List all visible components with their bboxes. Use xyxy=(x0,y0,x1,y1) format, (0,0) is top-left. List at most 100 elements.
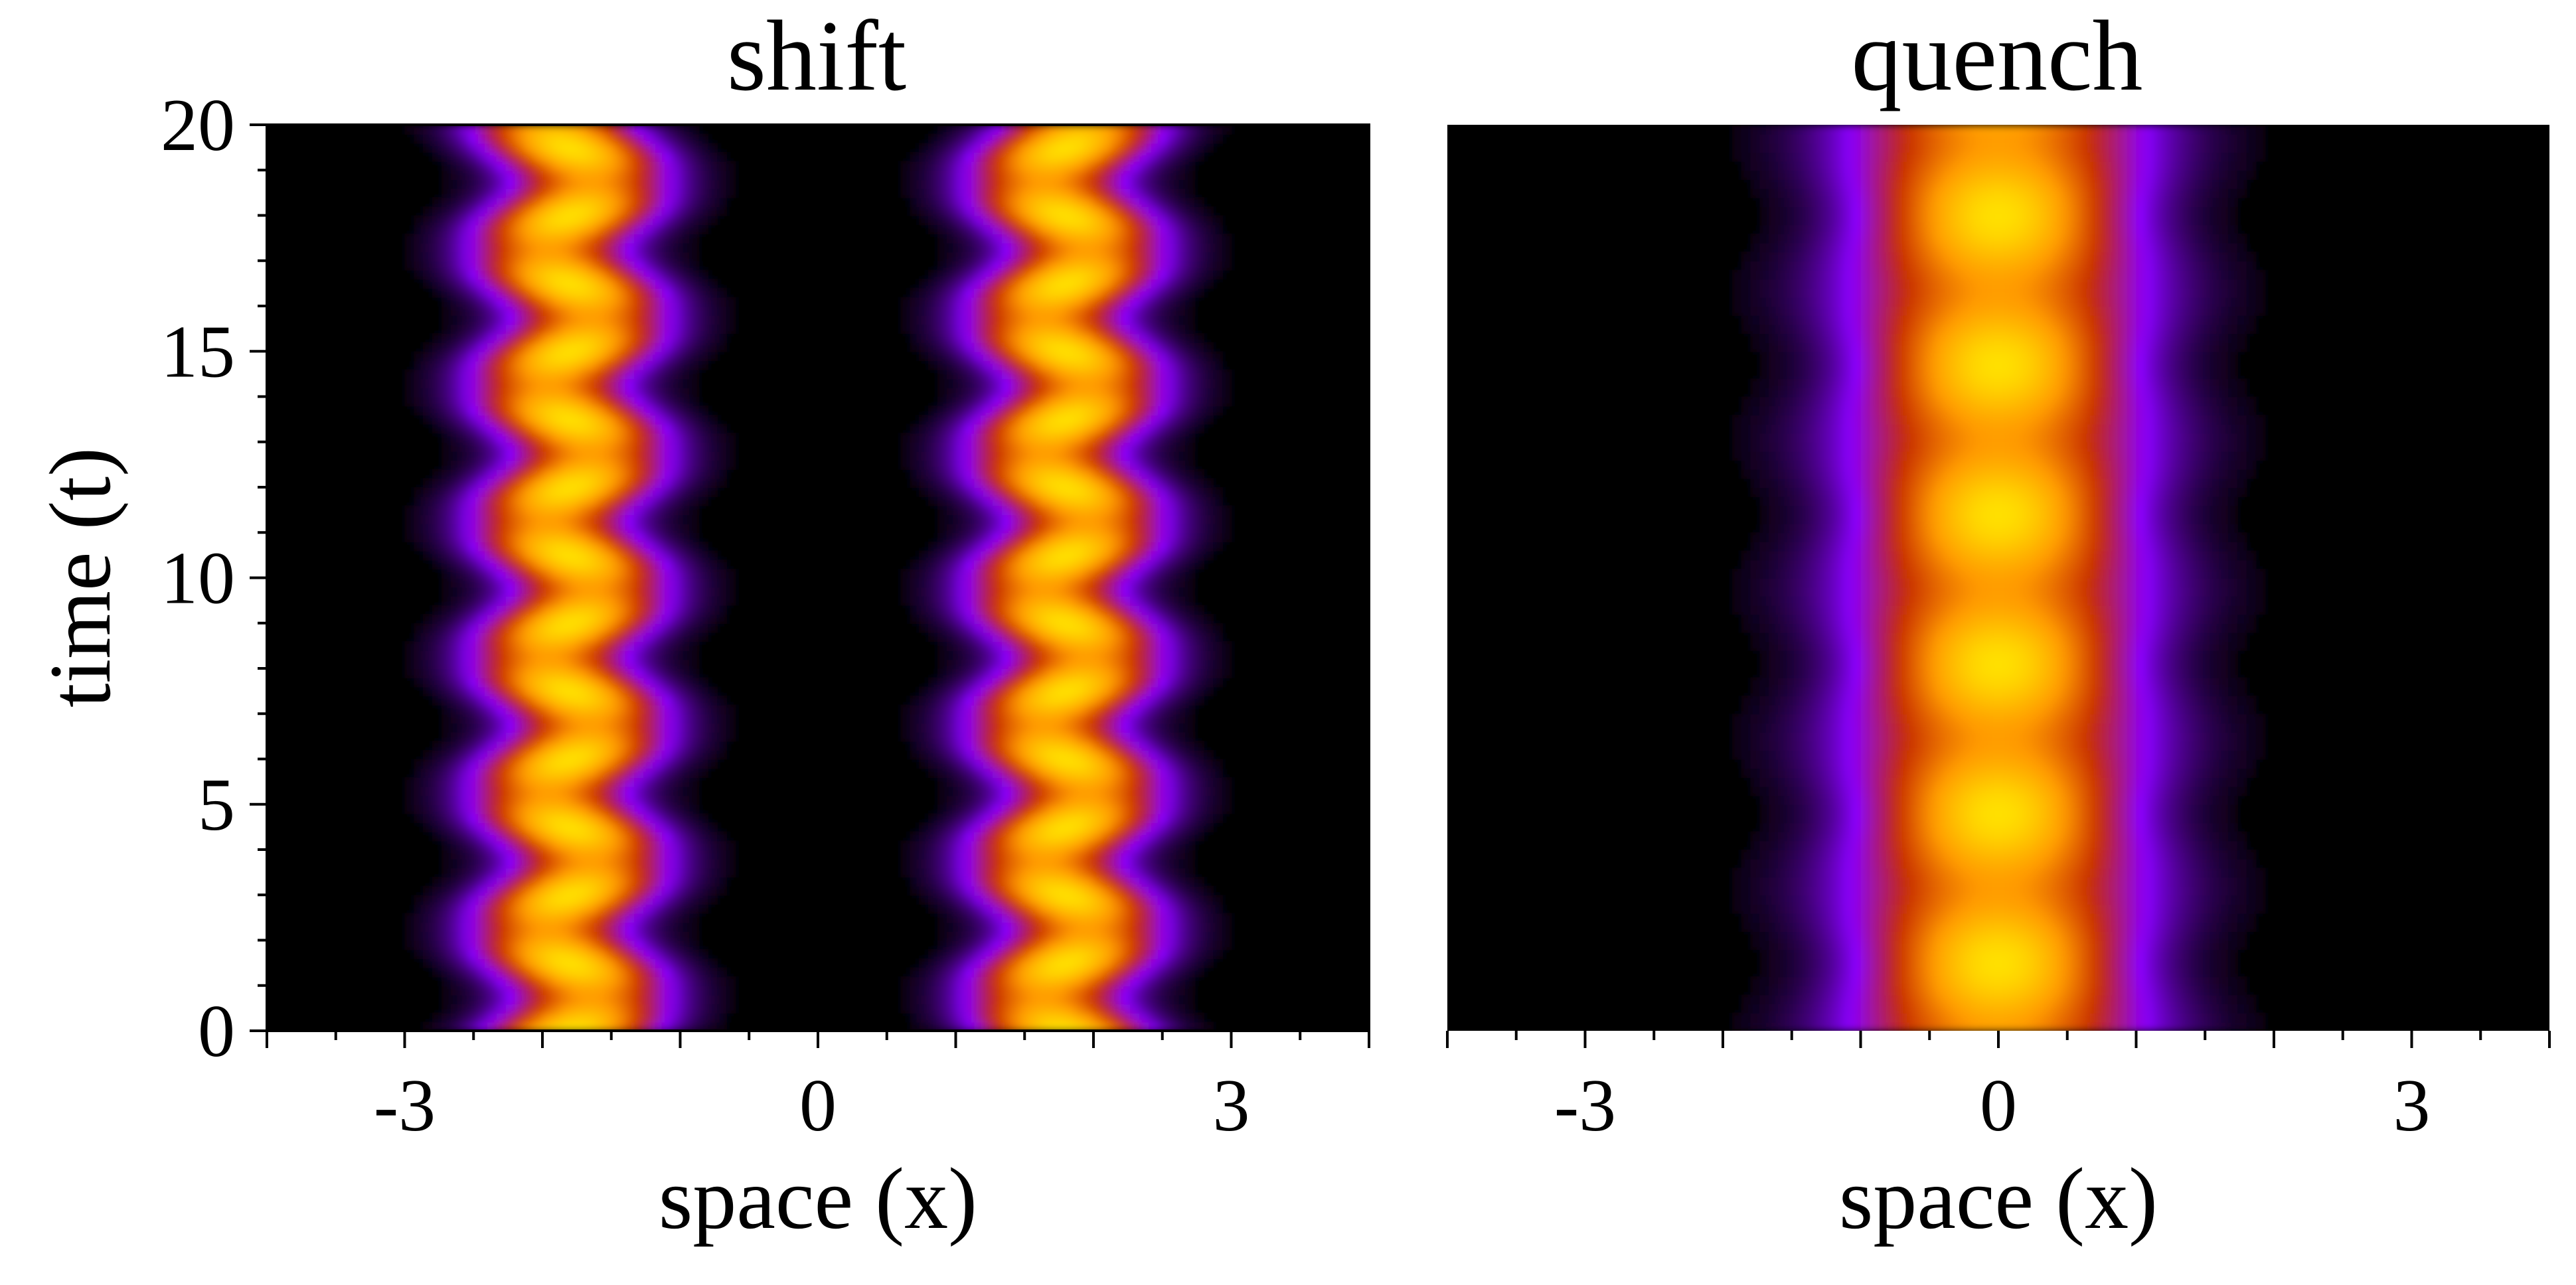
heatmap-cell xyxy=(661,931,672,941)
heatmap-cell xyxy=(955,659,966,670)
heatmap-cell xyxy=(469,1021,479,1031)
heatmap-cell xyxy=(1047,505,1058,516)
heatmap-cell xyxy=(671,423,681,434)
heatmap-cell xyxy=(450,967,461,978)
heatmap-cell xyxy=(615,749,626,760)
heatmap-cell xyxy=(937,351,947,362)
heatmap-cell xyxy=(661,940,672,950)
heatmap-cell xyxy=(551,677,562,688)
heatmap-cell xyxy=(478,795,489,805)
heatmap-cell xyxy=(680,595,690,606)
heatmap-cell xyxy=(524,161,534,171)
heatmap-cell xyxy=(1001,233,1012,244)
heatmap-cell xyxy=(1010,858,1021,869)
heatmap-cell xyxy=(1038,967,1048,978)
heatmap-cell xyxy=(441,868,451,878)
heatmap-cell xyxy=(671,297,681,307)
heatmap-cell xyxy=(1056,1021,1067,1031)
heatmap-cell xyxy=(606,206,617,216)
heatmap-cell xyxy=(946,297,957,307)
heatmap-cell xyxy=(1010,387,1021,398)
heatmap-cell xyxy=(615,731,626,742)
heatmap-cell xyxy=(643,279,654,289)
heatmap-cell xyxy=(598,840,607,851)
heatmap-cell xyxy=(625,478,635,489)
heatmap-cell xyxy=(634,958,645,968)
heatmap-cell xyxy=(533,279,544,289)
heatmap-cell xyxy=(533,360,544,370)
heatmap-cell xyxy=(579,868,590,878)
heatmap-cell xyxy=(653,568,663,579)
heatmap-cell xyxy=(955,541,966,552)
heatmap-cell xyxy=(441,505,451,516)
heatmap-cell xyxy=(478,433,489,443)
heatmap-cell xyxy=(598,151,607,162)
heatmap-cell xyxy=(1029,287,1040,298)
heatmap-cell xyxy=(680,940,690,950)
heatmap-cell xyxy=(1075,668,1086,678)
heatmap-cell xyxy=(542,777,552,787)
heatmap-cell xyxy=(910,441,920,452)
heatmap-cell xyxy=(716,460,727,470)
heatmap-cell xyxy=(1010,614,1021,624)
heatmap-cell xyxy=(1047,550,1058,561)
heatmap-cell xyxy=(1066,560,1076,569)
heatmap-cell xyxy=(983,704,993,715)
heatmap-cell xyxy=(1029,922,1040,932)
heatmap-cell xyxy=(974,605,985,615)
heatmap-cell xyxy=(653,387,663,398)
heatmap-cell xyxy=(487,858,497,869)
heatmap-cell xyxy=(965,233,975,244)
heatmap-cell xyxy=(716,704,727,715)
heatmap-cell xyxy=(1029,650,1040,660)
heatmap-cell xyxy=(505,197,516,207)
heatmap-cell xyxy=(459,441,470,452)
heatmap-cell xyxy=(1047,260,1058,271)
heatmap-cell xyxy=(478,252,489,262)
heatmap-cell xyxy=(560,650,571,660)
heatmap-cell xyxy=(1047,595,1058,606)
heatmap-cell xyxy=(965,759,975,769)
heatmap-cell xyxy=(505,587,516,597)
heatmap-cell xyxy=(708,161,718,171)
heatmap-cell xyxy=(671,885,681,896)
heatmap-cell xyxy=(469,913,479,923)
heatmap-cell xyxy=(1066,514,1076,524)
heatmap-cell xyxy=(689,822,700,832)
heatmap-cell xyxy=(634,342,645,352)
heatmap-cell xyxy=(1056,197,1067,207)
heatmap-cell xyxy=(1075,614,1086,624)
heatmap-cell xyxy=(653,369,663,380)
heatmap-cell xyxy=(1047,487,1058,497)
heatmap-cell xyxy=(615,233,626,244)
heatmap-cell xyxy=(625,659,635,670)
heatmap-cell xyxy=(680,659,690,670)
heatmap-cell xyxy=(487,206,497,216)
heatmap-cell xyxy=(708,704,718,715)
heatmap-cell xyxy=(551,922,562,932)
heatmap-cell xyxy=(919,714,929,724)
heatmap-cell xyxy=(1029,279,1040,289)
heatmap-cell xyxy=(441,433,451,443)
heatmap-cell xyxy=(680,741,690,751)
heatmap-cell xyxy=(625,831,635,842)
heatmap-cell xyxy=(680,197,690,207)
heatmap-cell xyxy=(1066,297,1076,307)
heatmap-cell xyxy=(496,768,507,778)
heatmap-cell xyxy=(671,514,681,524)
heatmap-cell xyxy=(478,324,489,335)
heatmap-cell xyxy=(1029,749,1040,760)
heatmap-cell xyxy=(423,224,434,234)
heatmap-cell xyxy=(919,840,929,851)
heatmap-cell xyxy=(726,297,736,307)
heatmap-cell xyxy=(515,595,525,606)
heatmap-cell xyxy=(524,487,534,497)
heatmap-cell xyxy=(524,260,534,271)
heatmap-cell xyxy=(441,623,451,633)
heatmap-cell xyxy=(1056,242,1067,253)
heatmap-cell xyxy=(625,813,635,824)
heatmap-cell xyxy=(469,487,479,497)
heatmap-cell xyxy=(1066,777,1076,787)
heatmap-cell xyxy=(551,813,562,824)
heatmap-cell xyxy=(965,949,975,959)
